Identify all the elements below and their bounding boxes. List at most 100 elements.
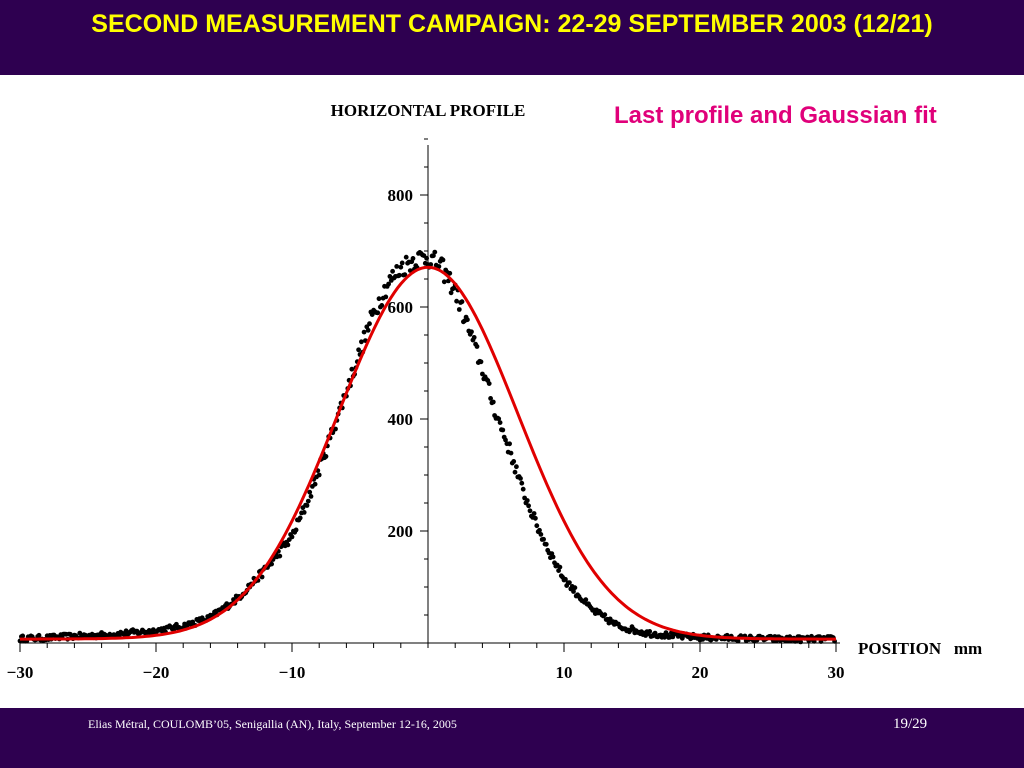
chart-subtitle: Last profile and Gaussian fit [614,102,937,129]
data-point [365,327,371,333]
data-point [518,476,523,481]
data-point [432,249,438,255]
data-point [524,498,530,503]
data-point [402,272,408,278]
data-point [436,264,442,269]
data-point [514,464,519,470]
data-point [304,503,310,508]
profile-chart: HORIZONTAL PROFILE −30 −20 −10 10 20 30 200 400… [7,101,983,682]
data-point [471,335,477,340]
data-point [323,454,329,459]
data-point [399,260,405,266]
chart-title: HORIZONTAL PROFILE [331,101,526,120]
x-tick-label: −30 [7,663,34,682]
data-point [486,381,492,386]
x-tick-label: 20 [692,663,709,682]
footer-credit: Elias Métral, COULOMB’05, Senigallia (AN… [88,717,457,731]
data-point [431,253,436,259]
y-tick-label: 200 [388,522,414,541]
data-point [269,561,274,567]
data-point [508,450,514,456]
data-point [497,420,503,425]
data-point [285,542,291,548]
y-tick-label: 600 [388,298,414,317]
data-point [390,268,395,274]
data-point [224,601,230,606]
slide-title: SECOND MEASUREMENT CAMPAIGN: 22-29 SEPTE… [91,10,933,38]
y-tick-label: 400 [388,410,414,429]
data-point [356,347,361,353]
data-point [538,532,544,537]
data-point [312,481,318,487]
data-point [572,585,578,591]
data-point [383,294,389,300]
data-point [410,256,416,261]
title-banner [0,0,1024,75]
data-point [531,511,537,516]
data-point [375,310,381,316]
footer-banner [0,708,1024,768]
data-point [647,629,653,634]
data-point [386,281,391,287]
data-point [520,486,526,492]
page-number: 19/29 [893,716,928,732]
data-point [511,459,517,464]
data-point [809,633,814,639]
data-point [490,399,496,405]
data-point [465,317,470,323]
data-point [488,396,493,401]
data-point [397,272,402,278]
data-point [441,279,447,285]
x-axis-label: POSITION mm [858,639,982,658]
data-point [679,635,685,641]
data-point [349,366,355,372]
data-point [537,527,542,533]
data-point [670,634,676,640]
data-point [289,534,295,540]
data-point [798,639,803,645]
data-point [387,274,393,279]
gaussian-fit [20,265,836,641]
data-point [277,553,283,559]
data-point [503,437,508,443]
data-point [150,627,156,632]
data-point [602,612,608,618]
data-point [448,290,454,296]
data-point [20,633,26,639]
axes [19,138,840,652]
data-point [361,329,367,335]
data-point [567,580,572,585]
data-point [527,508,533,514]
data-point [469,329,474,335]
data-point [293,527,299,533]
data-point [550,554,556,560]
tick-labels: −30 −20 −10 10 20 30 200 400 600 800 [7,186,845,682]
data-point [456,307,462,312]
data-point [459,299,465,305]
data-point [376,296,382,302]
data-point [333,426,338,432]
data-point [496,416,502,422]
data-point [297,515,303,521]
data-point [367,321,372,327]
data-point [428,262,434,267]
x-tick-label: 30 [828,663,845,682]
data-point [543,541,549,547]
data-point [541,536,546,542]
data-point [474,344,480,349]
data-point [394,264,400,269]
data-point [478,359,484,365]
data-point [583,597,589,603]
data-point [307,489,313,495]
data-point [454,298,459,304]
data-point [512,469,518,475]
data-point [398,264,404,270]
data-point [174,621,179,627]
data-point [735,638,741,644]
data-point [533,515,538,521]
data-point [526,503,531,509]
fit-curve [20,265,836,641]
data-point [403,254,409,260]
data-point [424,255,429,261]
data-point [308,494,314,499]
